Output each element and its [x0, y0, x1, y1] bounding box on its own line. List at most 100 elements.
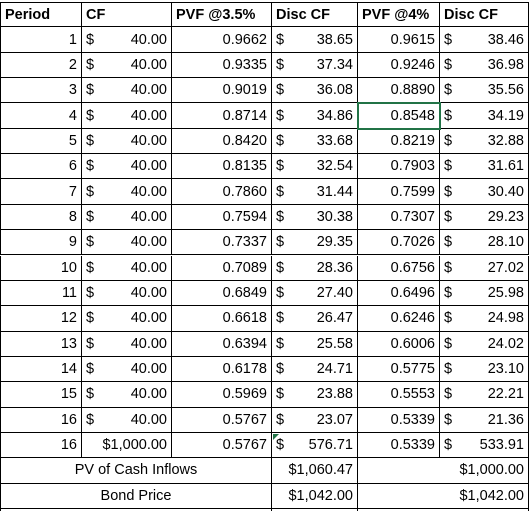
value: 0.6178 — [222, 361, 267, 378]
table-cell: 0.6178 — [172, 356, 272, 383]
value: 0.5775 — [390, 361, 435, 378]
currency-symbol: $ — [86, 310, 95, 327]
table-cell: $31.44 — [272, 179, 358, 205]
table-cell: $38.65 — [272, 27, 358, 53]
currency-symbol: $ — [444, 31, 453, 48]
table-cell: 0.5767 — [172, 432, 272, 459]
value: 0.6246 — [390, 310, 435, 327]
label-text: Bond Price — [100, 487, 172, 504]
table-cell: 3 — [0, 78, 82, 104]
value: 0.8548 — [390, 107, 435, 124]
table-cell: $40.00 — [82, 27, 172, 53]
table-cell: $40.00 — [82, 356, 172, 383]
amount: 40.00 — [130, 132, 167, 149]
value: 0.6394 — [222, 335, 267, 352]
table-cell: $25.98 — [440, 280, 529, 307]
table-cell: 0.7307 — [358, 204, 440, 231]
amount: 32.88 — [487, 132, 524, 149]
table-cell: $33.68 — [272, 128, 358, 155]
amount: 38.46 — [487, 31, 524, 48]
value: 1 — [68, 31, 77, 48]
amount: 32.54 — [316, 158, 353, 175]
table-cell: $27.40 — [272, 280, 358, 307]
table-cell: 0.5339 — [358, 407, 440, 433]
amount: 40.00 — [130, 361, 167, 378]
amount: 21.36 — [487, 411, 524, 428]
value: 0.9019 — [222, 82, 267, 99]
table-cell: 0.5339 — [358, 432, 440, 459]
currency-symbol: $ — [276, 386, 285, 403]
value: 6 — [68, 158, 77, 175]
amount: 533.91 — [479, 437, 524, 454]
currency-symbol: $ — [86, 234, 95, 251]
summary-label: Bond Price — [0, 483, 272, 509]
value: 0.5339 — [390, 437, 435, 454]
amount: 38.65 — [316, 31, 353, 48]
value: 15 — [60, 386, 77, 403]
value: 0.8219 — [390, 132, 435, 149]
table-cell: 0.6756 — [358, 255, 440, 281]
table-cell: $40.00 — [82, 280, 172, 307]
value: 9 — [68, 234, 77, 251]
value: 0.5767 — [222, 411, 267, 428]
currency-symbol: $ — [444, 310, 453, 327]
table-cell: $40.00 — [82, 306, 172, 332]
currency-symbol: $ — [276, 31, 285, 48]
table-cell: 0.7599 — [358, 179, 440, 205]
table-cell: 0.7337 — [172, 230, 272, 256]
currency-symbol: $ — [86, 285, 95, 302]
value: 0.7337 — [222, 234, 267, 251]
table-cell: $533.91 — [440, 432, 529, 459]
table-cell: $24.71 — [272, 356, 358, 383]
amount: $1,000.00 — [459, 462, 524, 479]
table-cell: 0.8890 — [358, 78, 440, 104]
value: 0.7599 — [390, 183, 435, 200]
amount: $1,042.00 — [288, 487, 353, 504]
amount: 40.00 — [130, 31, 167, 48]
value: 0.5339 — [390, 411, 435, 428]
table-cell: 0.9019 — [172, 78, 272, 104]
table-cell: $40.00 — [82, 407, 172, 433]
header-text: Disc CF — [444, 6, 498, 23]
amount: 27.02 — [487, 259, 524, 276]
value: 8 — [68, 208, 77, 225]
table-cell: 16 — [0, 407, 82, 433]
table-cell: $32.54 — [272, 154, 358, 180]
amount: 40.00 — [130, 234, 167, 251]
amount: 40.00 — [130, 259, 167, 276]
table-cell: 1 — [0, 27, 82, 53]
table-cell: 12 — [0, 306, 82, 332]
table-cell: 0.9615 — [358, 27, 440, 53]
table-cell: $40.00 — [82, 52, 172, 79]
table-cell: $27.02 — [440, 255, 529, 281]
currency-symbol: $ — [86, 132, 95, 149]
value: 0.9335 — [222, 56, 267, 73]
currency-symbol: $ — [86, 31, 95, 48]
amount: 40.00 — [130, 107, 167, 124]
currency-symbol: $ — [276, 56, 285, 73]
table-cell: $1,000.00 — [82, 432, 172, 459]
table-cell: $25.58 — [272, 331, 358, 357]
table-cell: 0.7594 — [172, 204, 272, 231]
header-cell: PVF @4% — [358, 2, 440, 28]
value: 0.6496 — [390, 285, 435, 302]
value: 14 — [60, 361, 77, 378]
header-cell: PVF @3.5% — [172, 2, 272, 28]
table-cell: $40.00 — [82, 154, 172, 180]
currency-symbol: $ — [276, 437, 285, 454]
table-cell: $36.08 — [272, 78, 358, 104]
currency-symbol: $ — [86, 208, 95, 225]
header-cell: Period — [0, 2, 82, 28]
table-cell: 0.8548 — [358, 103, 440, 129]
value: 0.8890 — [390, 82, 435, 99]
amount: 40.00 — [130, 310, 167, 327]
table-cell: 0.7026 — [358, 230, 440, 256]
header-text: PVF @3.5% — [176, 6, 256, 23]
amount: $1,060.47 — [288, 462, 353, 479]
amount: 27.40 — [316, 285, 353, 302]
currency-symbol: $ — [276, 285, 285, 302]
amount: 22.21 — [487, 386, 524, 403]
value: 0.5553 — [390, 386, 435, 403]
table-cell: 0.5767 — [172, 407, 272, 433]
table-cell: $23.07 — [272, 407, 358, 433]
